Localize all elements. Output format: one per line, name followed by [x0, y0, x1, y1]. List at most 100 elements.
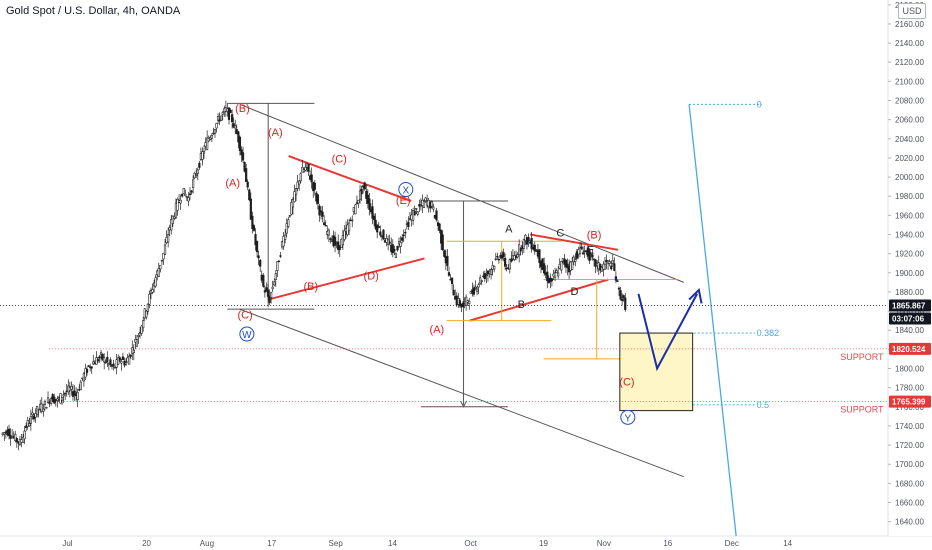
candle-body — [82, 373, 86, 382]
candle-body — [351, 219, 354, 222]
candle-body — [196, 169, 199, 174]
candle-body — [302, 169, 305, 173]
candle-body — [613, 263, 616, 271]
candle-body — [396, 246, 399, 251]
candle-body — [614, 276, 617, 281]
candle-body — [527, 236, 530, 242]
grid — [0, 0, 932, 537]
time-tick-label: Oct — [464, 539, 477, 548]
candle-body — [21, 436, 25, 443]
candle-body — [29, 415, 32, 424]
fib-label: 0 — [757, 99, 762, 109]
candle-body — [262, 275, 265, 287]
candle-body — [343, 230, 346, 240]
candle-body — [474, 286, 477, 289]
candle-body — [7, 428, 11, 436]
wave-label: (D) — [364, 270, 379, 282]
candle-body — [530, 237, 533, 249]
candle-body — [446, 255, 449, 266]
candle-body — [504, 257, 507, 267]
candle-body — [241, 152, 245, 161]
candle-body — [162, 252, 165, 260]
candle-body — [525, 237, 529, 245]
candle-body — [580, 246, 583, 250]
candle-body — [447, 272, 451, 276]
candle-body — [407, 221, 410, 227]
price-tick-label: 1860.00 — [895, 307, 924, 316]
wave-circle-label: W — [242, 330, 252, 341]
candle-body — [128, 355, 131, 365]
candle-body — [358, 190, 362, 200]
time-axis-bg — [0, 537, 932, 550]
price-tick-label: 2160.00 — [895, 20, 924, 29]
candle-body — [15, 438, 18, 443]
candle-body — [430, 201, 433, 207]
candle-body — [36, 405, 39, 416]
candle-body — [198, 162, 201, 168]
candle-body — [229, 109, 232, 113]
price-tick-label: 1980.00 — [895, 192, 924, 201]
wave-label: A — [505, 224, 513, 236]
price-tick-label: 1680.00 — [895, 479, 924, 488]
price-tick-label: 1840.00 — [895, 326, 924, 335]
labels-layer: SUPPORT SUPPORT (B) (A) (C) (A) (E) (B) (D) (C) (A… — [225, 99, 884, 425]
candle-body — [538, 249, 541, 263]
price-tag — [889, 342, 931, 355]
candle-body — [181, 193, 184, 197]
candle-body — [422, 200, 426, 208]
candle-body — [160, 259, 164, 262]
candle-body — [543, 263, 546, 274]
candle-body — [341, 235, 344, 246]
candle-body — [231, 114, 234, 123]
candle-body — [56, 398, 59, 401]
candle-body — [472, 287, 476, 295]
currency-button[interactable]: USD — [898, 3, 926, 19]
candle-body — [394, 253, 398, 258]
candle-body — [591, 254, 594, 258]
candle-body — [268, 295, 271, 303]
candle-body — [284, 234, 287, 240]
candle-body — [379, 231, 382, 236]
candle-body — [90, 366, 93, 369]
candle-body — [279, 255, 282, 257]
candle-body — [129, 354, 132, 357]
candle-body — [135, 339, 139, 347]
candle-body — [182, 188, 185, 194]
candle-body — [99, 352, 103, 355]
candle-body — [206, 137, 209, 150]
candle-body — [546, 271, 549, 282]
price-tick-label: 2120.00 — [895, 58, 924, 67]
candle-body — [62, 394, 65, 397]
candle-body — [96, 359, 100, 362]
candle-body — [566, 263, 569, 269]
wave-label: (C) — [237, 310, 252, 322]
price-axis[interactable]: 1640.00 1660.00 1680.00 1700.00 1720.00 1740.… — [888, 0, 932, 536]
candle-body — [452, 289, 455, 296]
price-tick-label: 1880.00 — [895, 288, 924, 297]
candle-body — [207, 138, 210, 142]
candle-body — [202, 150, 206, 154]
candle-body — [354, 204, 357, 215]
candle-body — [296, 181, 299, 189]
candle-body — [307, 164, 310, 172]
candle-body — [617, 287, 621, 290]
price-tick-label: 2040.00 — [895, 135, 924, 144]
time-tick-label: 16 — [663, 539, 672, 548]
candle-body — [254, 234, 257, 246]
candle-body — [98, 356, 101, 359]
plot-area — [0, 0, 888, 536]
time-axis[interactable]: Jul 20 Aug 17 Sep 14 Oct 19 Nov 16 Dec 14 — [0, 537, 932, 550]
time-tick-label: Sep — [329, 539, 344, 548]
candle-body — [112, 363, 115, 367]
candle-body — [560, 261, 563, 271]
candle-body — [480, 280, 483, 282]
candle-body — [266, 289, 270, 297]
price-tag-label: 1765.399 — [892, 398, 926, 407]
candle-body — [475, 288, 479, 292]
candle-body — [468, 300, 471, 305]
candle-body — [611, 260, 614, 264]
candle-body — [221, 112, 224, 115]
candle-body — [70, 386, 73, 390]
candle-body — [103, 357, 106, 363]
